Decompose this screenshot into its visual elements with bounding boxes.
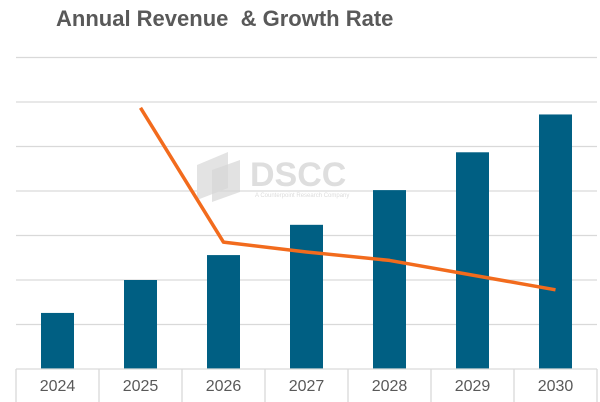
bar-2025	[124, 280, 157, 369]
x-tick-label: 2029	[455, 378, 491, 395]
bar-2029	[456, 152, 489, 369]
bar-2024	[41, 312, 74, 369]
bar-2027	[290, 224, 323, 369]
bar-2028	[373, 190, 406, 369]
watermark-subtext: A Counterpoint Research Company	[255, 193, 349, 199]
x-tick-label: 2027	[289, 378, 325, 395]
bar-2030	[539, 114, 572, 370]
watermark-logo-icon	[212, 160, 240, 202]
x-tick-label: 2028	[372, 378, 408, 395]
chart-title: Annual Revenue & Growth Rate	[56, 6, 394, 31]
bar-2026	[207, 255, 240, 369]
x-tick-label: 2025	[123, 378, 159, 395]
x-tick-label: 2026	[206, 378, 242, 395]
x-tick-label: 2030	[538, 378, 574, 395]
growth-rate-line	[139, 106, 556, 292]
x-tick-label: 2024	[40, 378, 76, 395]
watermark-text: DSCC	[250, 156, 346, 194]
